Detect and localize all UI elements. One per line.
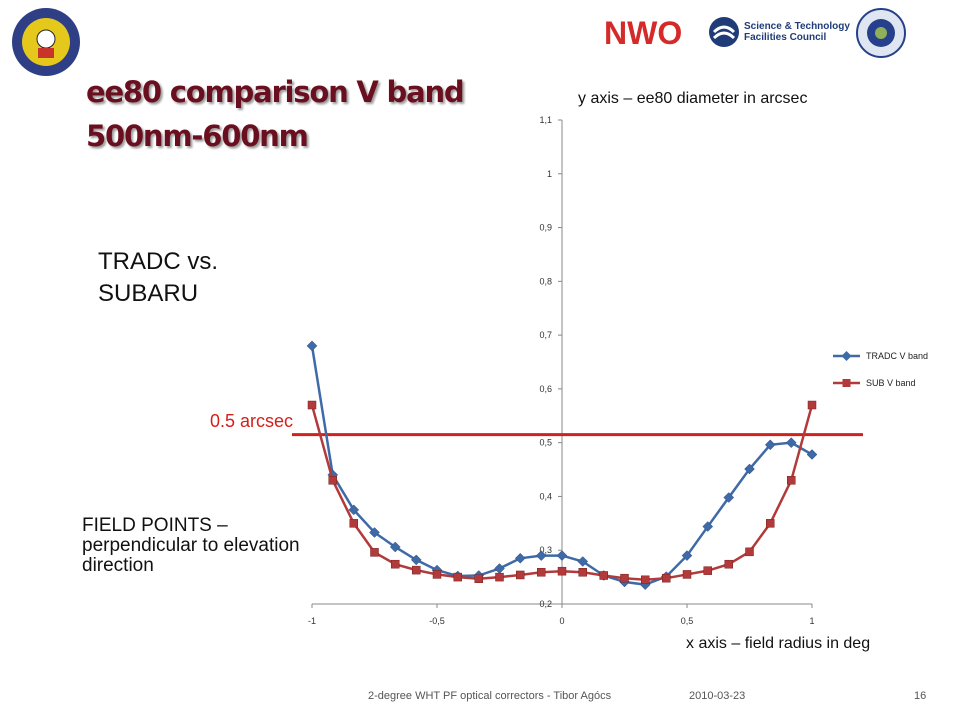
legend-label-1: SUB V band xyxy=(866,378,916,388)
y-tick-label: 1,1 xyxy=(539,115,552,125)
slide-title: ee80 comparison V band 500nm-600nm xyxy=(86,70,465,158)
tradc-point xyxy=(764,439,776,451)
x-axis-note: x axis – field radius in deg xyxy=(686,635,871,652)
sub-point xyxy=(787,476,796,485)
stfc-icon xyxy=(709,17,739,47)
tradc-point xyxy=(494,563,505,574)
nwo-logo: NWO xyxy=(602,14,692,55)
tradc-point xyxy=(577,556,589,567)
footer-text: 2-degree WHT PF optical correctors - Tib… xyxy=(368,690,612,702)
x-tick-label: -0,5 xyxy=(429,616,445,626)
sub-point xyxy=(328,476,337,485)
legend-layer: TRADC V band SUB V band xyxy=(833,351,928,388)
ing-seal-icon xyxy=(12,8,80,76)
tradc-point xyxy=(681,550,693,561)
x-tick-label: 0,5 xyxy=(681,616,694,626)
page-number: 16 xyxy=(914,690,927,702)
tradc-point xyxy=(785,437,797,449)
sub-point xyxy=(703,566,712,575)
y-tick-label: 0,5 xyxy=(539,438,552,448)
stfc-line2: Facilities Council xyxy=(744,32,827,43)
sub-point xyxy=(307,400,317,410)
sub-point xyxy=(766,519,775,528)
sub-point xyxy=(495,572,504,582)
sub-point xyxy=(453,572,462,582)
sub-point xyxy=(391,559,400,569)
tradc-point xyxy=(514,552,526,564)
ing-logo xyxy=(10,6,82,78)
tradc-point xyxy=(806,449,818,460)
tradc-point xyxy=(744,463,755,475)
x-tick-label: -1 xyxy=(308,616,316,626)
y-tick-label: 0,7 xyxy=(539,330,552,340)
y-tick-label: 0,8 xyxy=(539,276,552,286)
tradc-point xyxy=(410,554,422,566)
tradc-point xyxy=(702,521,714,532)
sub-point xyxy=(537,568,546,577)
nwo-logo-text: NWO xyxy=(604,15,682,50)
sub-point xyxy=(662,573,671,583)
tradc-point xyxy=(389,541,401,553)
sub-point xyxy=(370,548,379,557)
x-tick-label: 1 xyxy=(809,616,814,626)
iac-logo xyxy=(856,8,906,63)
y-tick-label: 0,9 xyxy=(539,223,552,233)
y-tick-label: 0,4 xyxy=(539,491,552,501)
stfc-line1: Science & Technology xyxy=(744,21,850,32)
sub-point xyxy=(432,570,442,579)
footer-date: 2010-03-23 xyxy=(689,690,746,702)
ref-line-label: 0.5 arcsec xyxy=(210,411,294,431)
sub-point xyxy=(682,570,692,579)
axes-layer: 0,2 0,3 0,4 0,5 0,6 0,7 0,8 0,9 1 1,1 -1 -0,5 0 0,5 1 xyxy=(308,115,815,626)
legend-marker-sub xyxy=(842,379,851,387)
sub-point xyxy=(474,574,483,583)
sub-point xyxy=(724,559,733,569)
y-tick-label: 0,3 xyxy=(539,545,552,555)
sub-point xyxy=(807,400,817,410)
y-tick-label: 0,6 xyxy=(539,384,552,394)
title-line-1: ee80 comparison V band xyxy=(86,75,465,109)
tradc-point xyxy=(535,550,547,561)
y-tick-label: 0,2 xyxy=(539,599,552,609)
iac-seal-icon xyxy=(856,8,906,58)
series-layer xyxy=(306,340,818,590)
sub-point xyxy=(641,575,650,585)
sub-point xyxy=(578,568,587,577)
x-tick-label: 0 xyxy=(559,616,564,626)
stfc-logo: Science & Technology Facilities Council xyxy=(708,14,850,50)
legend-marker-tradc xyxy=(841,351,852,361)
title-line-2: 500nm-600nm xyxy=(86,119,309,153)
sub-point xyxy=(557,566,567,576)
tradc-point xyxy=(369,527,380,538)
sub-point xyxy=(349,519,358,528)
y-axis-note: y axis – ee80 diameter in arcsec xyxy=(578,90,808,107)
sub-point xyxy=(599,571,608,580)
legend-label-0: TRADC V band xyxy=(866,351,928,361)
sub-point xyxy=(620,573,629,583)
tradc-point xyxy=(556,550,568,561)
tradc-point xyxy=(306,340,318,352)
y-tick-label: 1 xyxy=(547,169,552,179)
tradc-point xyxy=(348,504,360,516)
sub-point xyxy=(745,547,754,557)
sub-point xyxy=(516,570,525,580)
compare-label: TRADC vs. SUBARU xyxy=(98,248,218,307)
field-points-label: FIELD POINTS – perpendicular to elevatio… xyxy=(82,515,300,576)
sub-point xyxy=(412,565,421,575)
tradc-point xyxy=(723,492,735,503)
